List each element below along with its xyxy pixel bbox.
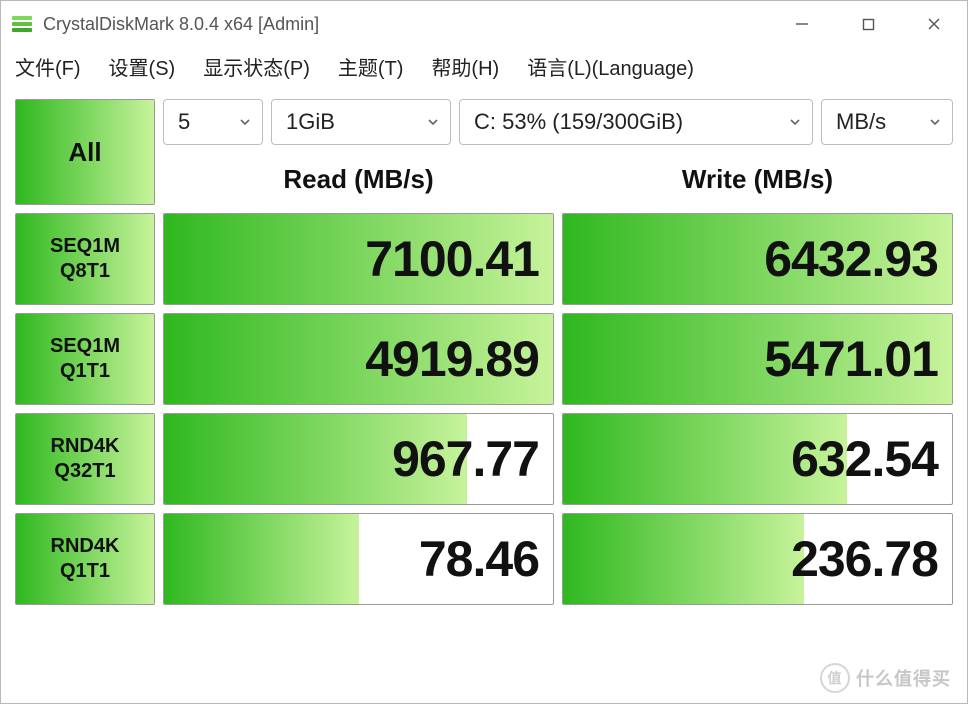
result-bar xyxy=(563,514,804,604)
test-button[interactable]: SEQ1MQ1T1 xyxy=(15,313,155,405)
test-label-line2: Q8T1 xyxy=(60,259,110,284)
unit-value: MB/s xyxy=(836,109,886,135)
runs-value: 5 xyxy=(178,109,190,135)
write-result: 5471.01 xyxy=(562,313,953,405)
write-result: 6432.93 xyxy=(562,213,953,305)
content-area: All 5 1GiB C: 53% (159/300GiB) MB/s xyxy=(1,87,967,703)
write-value: 236.78 xyxy=(791,530,938,588)
read-result: 7100.41 xyxy=(163,213,554,305)
write-value: 6432.93 xyxy=(764,230,938,288)
menu-file[interactable]: 文件(F) xyxy=(15,52,81,81)
read-header: Read (MB/s) xyxy=(163,164,554,195)
test-label-line2: Q32T1 xyxy=(54,459,115,484)
test-label-line1: SEQ1M xyxy=(50,234,120,259)
maximize-button[interactable] xyxy=(835,1,901,47)
top-grid: All 5 1GiB C: 53% (159/300GiB) MB/s xyxy=(15,99,953,205)
read-result: 967.77 xyxy=(163,413,554,505)
test-label-line2: Q1T1 xyxy=(60,559,110,584)
minimize-button[interactable] xyxy=(769,1,835,47)
size-value: 1GiB xyxy=(286,109,335,135)
size-select[interactable]: 1GiB xyxy=(271,99,451,145)
watermark: 值 什么值得买 xyxy=(820,663,951,693)
column-headers: Read (MB/s) Write (MB/s) xyxy=(163,153,953,205)
window-title: CrystalDiskMark 8.0.4 x64 [Admin] xyxy=(43,14,319,35)
menu-language[interactable]: 语言(L)(Language) xyxy=(527,52,694,81)
drive-value: C: 53% (159/300GiB) xyxy=(474,109,683,135)
test-row: SEQ1MQ8T1 7100.41 6432.93 xyxy=(15,213,953,305)
read-value: 78.46 xyxy=(419,530,539,588)
window-controls xyxy=(769,1,967,47)
test-button[interactable]: SEQ1MQ8T1 xyxy=(15,213,155,305)
test-row: SEQ1MQ1T1 4919.89 5471.01 xyxy=(15,313,953,405)
chevron-down-icon xyxy=(424,113,442,131)
read-result: 78.46 xyxy=(163,513,554,605)
write-result: 632.54 xyxy=(562,413,953,505)
all-button-label: All xyxy=(68,137,101,168)
results-grid: SEQ1MQ8T17100.416432.93SEQ1MQ1T14919.895… xyxy=(15,205,953,605)
test-label-line1: RND4K xyxy=(51,434,120,459)
read-result: 4919.89 xyxy=(163,313,554,405)
write-value: 5471.01 xyxy=(764,330,938,388)
app-window: CrystalDiskMark 8.0.4 x64 [Admin] 文件(F) … xyxy=(0,0,968,704)
menu-settings[interactable]: 设置(S) xyxy=(109,52,176,81)
chevron-down-icon xyxy=(236,113,254,131)
watermark-text: 什么值得买 xyxy=(856,665,951,691)
runs-select[interactable]: 5 xyxy=(163,99,263,145)
test-label-line2: Q1T1 xyxy=(60,359,110,384)
menu-show-status[interactable]: 显示状态(P) xyxy=(203,52,310,81)
app-icon xyxy=(11,13,33,35)
menubar: 文件(F) 设置(S) 显示状态(P) 主题(T) 帮助(H) 语言(L)(La… xyxy=(1,47,967,87)
test-row: RND4KQ1T1 78.46 236.78 xyxy=(15,513,953,605)
test-label-line1: RND4K xyxy=(51,534,120,559)
write-value: 632.54 xyxy=(791,430,938,488)
close-button[interactable] xyxy=(901,1,967,47)
all-button[interactable]: All xyxy=(15,99,155,205)
watermark-badge: 值 xyxy=(820,663,850,693)
menu-theme[interactable]: 主题(T) xyxy=(338,52,404,81)
menu-help[interactable]: 帮助(H) xyxy=(431,52,499,81)
chevron-down-icon xyxy=(926,113,944,131)
drive-select[interactable]: C: 53% (159/300GiB) xyxy=(459,99,813,145)
test-button[interactable]: RND4KQ32T1 xyxy=(15,413,155,505)
read-value: 7100.41 xyxy=(365,230,539,288)
result-bar xyxy=(164,514,359,604)
test-row: RND4KQ32T1 967.77 632.54 xyxy=(15,413,953,505)
test-button[interactable]: RND4KQ1T1 xyxy=(15,513,155,605)
read-value: 967.77 xyxy=(392,430,539,488)
write-result: 236.78 xyxy=(562,513,953,605)
test-label-line1: SEQ1M xyxy=(50,334,120,359)
chevron-down-icon xyxy=(786,113,804,131)
titlebar: CrystalDiskMark 8.0.4 x64 [Admin] xyxy=(1,1,967,47)
selector-row: 5 1GiB C: 53% (159/300GiB) MB/s xyxy=(163,99,953,145)
read-value: 4919.89 xyxy=(365,330,539,388)
write-header: Write (MB/s) xyxy=(562,164,953,195)
unit-select[interactable]: MB/s xyxy=(821,99,953,145)
